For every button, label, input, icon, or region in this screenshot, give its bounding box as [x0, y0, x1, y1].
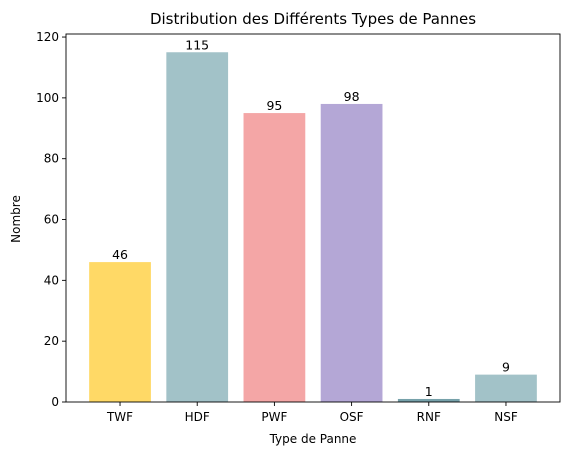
x-tick-label-hdf: HDF	[185, 410, 210, 424]
x-tick-label-nsf: NSF	[494, 410, 518, 424]
data-label-nsf: 9	[502, 360, 510, 375]
data-label-hdf: 115	[185, 37, 209, 52]
y-axis-label: Nombre	[9, 195, 23, 243]
x-tick-label-rnf: RNF	[417, 410, 441, 424]
data-label-pwf: 95	[266, 98, 282, 113]
x-tick-label-twf: TWF	[106, 410, 133, 424]
x-tick-label-osf: OSF	[340, 410, 364, 424]
bar-nsf	[475, 374, 537, 402]
y-tick-label: 120	[36, 30, 59, 44]
x-tick-label-pwf: PWF	[261, 410, 287, 424]
chart-title: Distribution des Différents Types de Pan…	[150, 10, 476, 28]
y-tick-label: 40	[44, 273, 59, 287]
y-tick-label: 60	[44, 213, 59, 227]
x-axis-label: Type de Panne	[269, 432, 357, 446]
y-tick-label: 100	[36, 91, 59, 105]
bar-rnf	[397, 398, 460, 402]
data-label-twf: 46	[112, 247, 128, 262]
data-label-osf: 98	[344, 89, 360, 104]
bar-pwf	[243, 113, 306, 402]
y-tick-label: 20	[44, 334, 59, 348]
y-tick-label: 80	[44, 152, 59, 166]
axes-frame	[65, 33, 561, 403]
bar-hdf	[166, 52, 229, 402]
y-tick-label: 0	[51, 395, 59, 409]
bar-twf	[89, 262, 151, 402]
plot-area: 46 115 95 98 1 9 0 20 40 60 80 100 120 TWF HDF PWF OSF RN…	[36, 30, 561, 424]
data-label-rnf: 1	[425, 384, 433, 399]
bar-osf	[320, 103, 383, 402]
